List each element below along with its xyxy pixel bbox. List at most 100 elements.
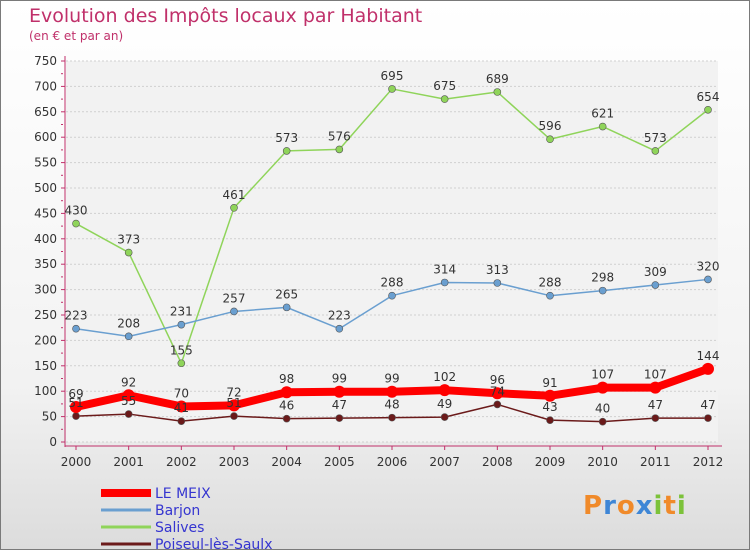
data-label: 102 xyxy=(433,370,456,384)
logo-letter: o xyxy=(616,491,636,521)
data-point xyxy=(124,332,133,341)
data-label: 98 xyxy=(279,372,294,386)
y-tick-label: 0 xyxy=(49,435,57,449)
y-tick-label: 450 xyxy=(34,206,57,220)
x-tick-label: 2009 xyxy=(535,455,566,469)
series-poiseul-l-s-saulx xyxy=(72,400,712,426)
data-point xyxy=(704,105,712,114)
data-point xyxy=(651,281,660,289)
data-label: 265 xyxy=(275,287,298,301)
y-tick-label: 400 xyxy=(34,232,57,246)
data-label: 223 xyxy=(65,309,88,323)
data-label: 69 xyxy=(68,387,83,401)
x-tick-label: 2011 xyxy=(640,455,671,469)
y-tick-label: 150 xyxy=(34,359,57,373)
data-point xyxy=(438,384,451,397)
data-point xyxy=(335,145,344,154)
data-label: 47 xyxy=(700,398,715,412)
data-label: 41 xyxy=(174,401,189,415)
data-label: 47 xyxy=(332,398,347,412)
data-label: 314 xyxy=(433,262,456,276)
data-label: 96 xyxy=(490,373,505,387)
data-label: 99 xyxy=(332,372,347,386)
data-point xyxy=(440,95,449,103)
data-label: 74 xyxy=(490,384,505,398)
data-label: 47 xyxy=(648,398,663,412)
chart-title: Evolution des Impôts locaux par Habitant xyxy=(29,5,423,27)
data-point xyxy=(598,286,607,295)
data-point xyxy=(651,414,660,422)
data-point xyxy=(177,320,186,329)
data-point xyxy=(282,303,291,312)
data-label: 309 xyxy=(644,265,667,279)
data-label: 231 xyxy=(170,305,193,319)
data-point xyxy=(493,279,502,287)
logo-letter: r xyxy=(603,491,617,521)
data-point xyxy=(122,389,135,402)
x-tick-label: 2002 xyxy=(166,455,197,469)
data-label: 320 xyxy=(697,259,720,273)
data-point xyxy=(177,417,186,425)
legend-label: LE MEIX xyxy=(155,486,211,502)
data-point xyxy=(230,307,238,316)
data-label: 576 xyxy=(328,129,351,143)
data-label: 654 xyxy=(697,90,720,104)
data-label: 48 xyxy=(384,398,399,412)
data-point xyxy=(335,414,344,422)
x-tick-label: 2000 xyxy=(61,455,92,469)
data-label: 461 xyxy=(223,188,246,202)
data-label: 107 xyxy=(591,368,614,382)
legend-label: Poiseul-lès-Saulx xyxy=(155,537,272,551)
data-label: 373 xyxy=(117,233,140,247)
data-label: 43 xyxy=(542,400,557,414)
data-point xyxy=(228,399,240,412)
data-label: 573 xyxy=(275,131,298,145)
data-point xyxy=(72,324,80,333)
data-point xyxy=(440,413,449,421)
data-point xyxy=(493,400,502,409)
data-point xyxy=(546,135,554,144)
y-tick-label: 700 xyxy=(34,79,57,93)
legend-label: Salives xyxy=(155,520,204,536)
data-point xyxy=(596,381,609,394)
series-le-meix xyxy=(70,362,714,413)
y-tick-label: 600 xyxy=(34,130,57,144)
data-point xyxy=(651,147,660,155)
x-tick-label: 2004 xyxy=(271,455,302,469)
logo-letter: t xyxy=(663,491,677,521)
data-point xyxy=(598,417,607,426)
data-point xyxy=(386,385,398,398)
y-tick-label: 500 xyxy=(34,181,57,195)
data-label: 596 xyxy=(539,119,562,133)
data-point xyxy=(70,400,82,413)
data-point xyxy=(546,416,554,424)
x-tick-label: 2005 xyxy=(324,455,355,469)
y-tick-label: 350 xyxy=(34,257,57,271)
data-label: 621 xyxy=(591,107,614,121)
data-label: 288 xyxy=(381,276,404,290)
data-label: 257 xyxy=(223,291,246,305)
x-tick-label: 2007 xyxy=(429,455,460,469)
y-tick-label: 550 xyxy=(34,156,57,170)
x-tick-label: 2012 xyxy=(693,455,724,469)
data-label: 46 xyxy=(279,399,294,413)
x-tick-label: 2010 xyxy=(587,455,618,469)
data-point xyxy=(124,248,133,257)
data-point xyxy=(388,85,396,93)
x-tick-label: 2006 xyxy=(377,455,408,469)
logo-letter: x xyxy=(635,491,654,521)
data-point xyxy=(72,219,80,228)
data-label: 298 xyxy=(591,271,614,285)
data-point xyxy=(124,410,133,418)
logo-letter: i xyxy=(676,491,687,521)
data-point xyxy=(704,275,712,284)
x-tick-label: 2008 xyxy=(482,455,513,469)
series-salives xyxy=(72,85,712,368)
data-label: 675 xyxy=(433,79,456,93)
data-point xyxy=(335,324,344,333)
data-label: 70 xyxy=(174,386,189,400)
y-tick-label: 300 xyxy=(34,283,57,297)
data-label: 51 xyxy=(226,396,241,410)
y-tick-label: 200 xyxy=(34,333,57,347)
